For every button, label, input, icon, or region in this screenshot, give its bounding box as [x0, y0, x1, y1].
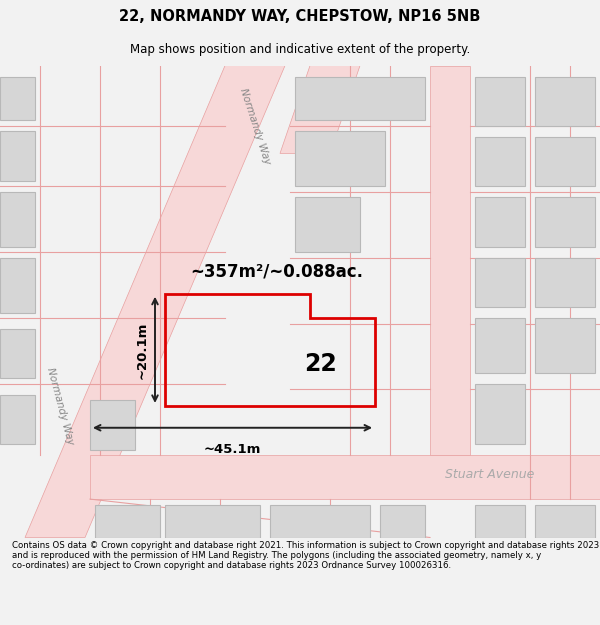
Text: Stuart Avenue: Stuart Avenue: [445, 469, 535, 481]
Polygon shape: [165, 504, 260, 538]
Text: 22: 22: [304, 352, 337, 376]
Polygon shape: [535, 77, 595, 126]
Text: ~45.1m: ~45.1m: [204, 443, 261, 456]
Polygon shape: [535, 504, 595, 538]
Text: Normandy Way: Normandy Way: [45, 366, 75, 446]
Polygon shape: [430, 66, 470, 455]
Text: ~357m²/~0.088ac.: ~357m²/~0.088ac.: [190, 263, 363, 281]
Text: 22, NORMANDY WAY, CHEPSTOW, NP16 5NB: 22, NORMANDY WAY, CHEPSTOW, NP16 5NB: [119, 9, 481, 24]
Polygon shape: [475, 384, 525, 444]
Polygon shape: [270, 504, 370, 538]
Polygon shape: [475, 77, 525, 126]
Text: Contains OS data © Crown copyright and database right 2021. This information is : Contains OS data © Crown copyright and d…: [12, 541, 599, 571]
Polygon shape: [535, 198, 595, 247]
Text: ~20.1m: ~20.1m: [136, 321, 149, 379]
Polygon shape: [535, 258, 595, 307]
Polygon shape: [295, 131, 385, 186]
Polygon shape: [475, 137, 525, 186]
Polygon shape: [380, 504, 425, 538]
Polygon shape: [0, 395, 35, 444]
Polygon shape: [95, 504, 160, 538]
Polygon shape: [0, 329, 35, 378]
Polygon shape: [25, 66, 285, 538]
Polygon shape: [535, 137, 595, 186]
Polygon shape: [0, 258, 35, 312]
Text: Normandy Way: Normandy Way: [238, 87, 272, 166]
Polygon shape: [0, 131, 35, 181]
Polygon shape: [475, 504, 525, 538]
Polygon shape: [0, 77, 35, 121]
Polygon shape: [0, 192, 35, 247]
Polygon shape: [280, 66, 360, 153]
Polygon shape: [295, 198, 360, 252]
Polygon shape: [475, 198, 525, 247]
Text: Map shows position and indicative extent of the property.: Map shows position and indicative extent…: [130, 42, 470, 56]
Polygon shape: [535, 318, 595, 373]
Polygon shape: [475, 258, 525, 307]
Polygon shape: [90, 455, 600, 499]
Polygon shape: [90, 401, 135, 450]
Polygon shape: [295, 77, 425, 121]
Polygon shape: [475, 318, 525, 373]
